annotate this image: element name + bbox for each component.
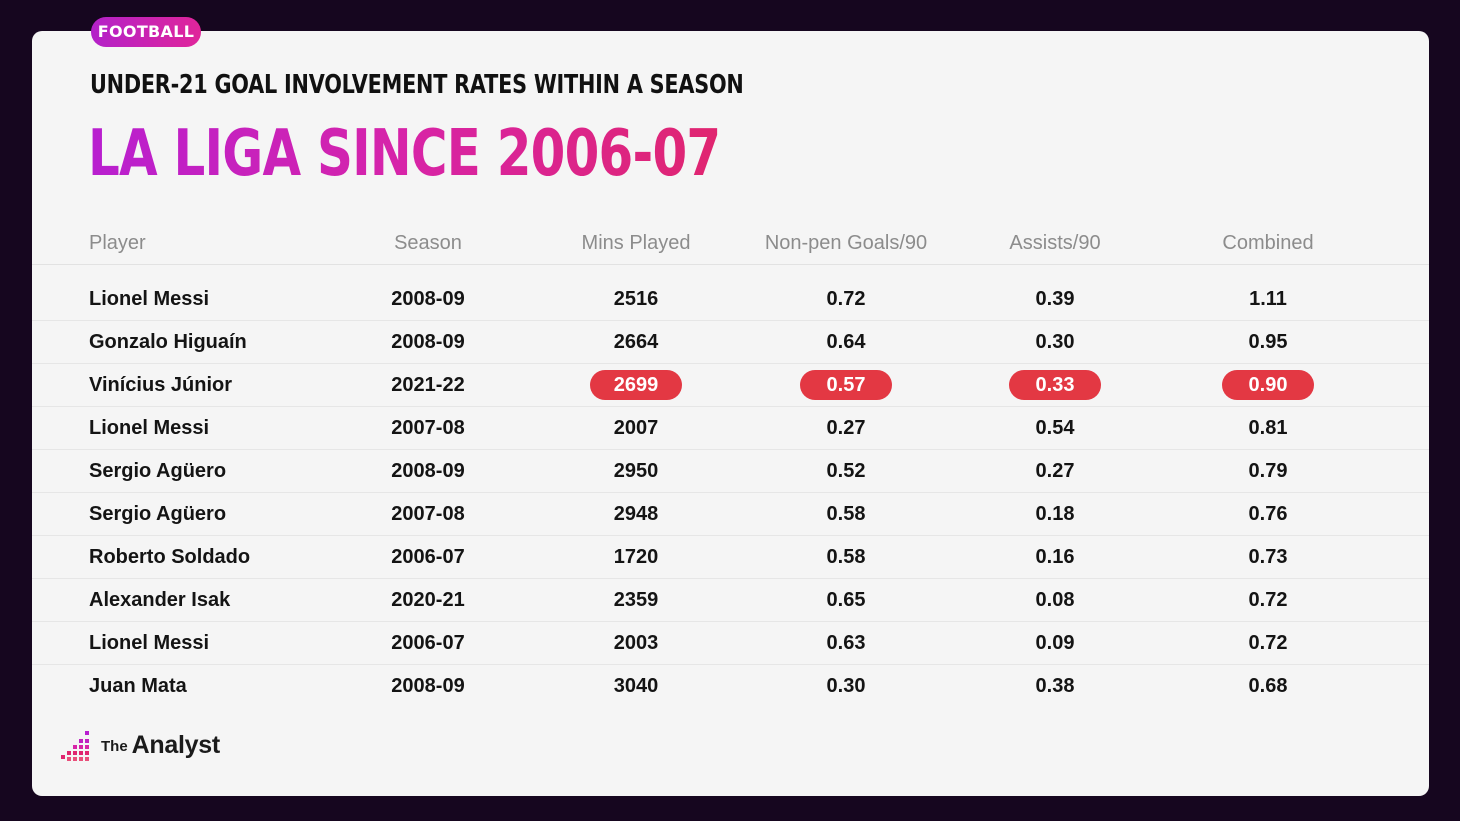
cell-non-pen-goals: 0.58 xyxy=(826,503,866,525)
cell-player: Sergio Agüero xyxy=(89,460,227,482)
cell-assists: 0.39 xyxy=(1035,288,1075,310)
logo-text-the: The xyxy=(101,737,128,755)
cell-non-pen-goals: 0.65 xyxy=(826,589,866,611)
highlight-pill: 0.57 xyxy=(800,370,892,400)
cell-season: 2021-22 xyxy=(391,374,465,396)
cell-non-pen-goals: 0.64 xyxy=(826,331,866,353)
cell-season: 2007-08 xyxy=(391,503,465,525)
cell-season: 2006-07 xyxy=(391,546,465,568)
cell-combined: 0.68 xyxy=(1248,675,1288,697)
cell-mins-played: 2359 xyxy=(613,589,659,611)
analyst-logo: The Analyst xyxy=(60,727,220,763)
cell-assists: 0.16 xyxy=(1035,546,1075,568)
cell-non-pen-goals: 0.72 xyxy=(826,288,866,310)
column-header-combined: Combined xyxy=(1222,232,1314,254)
table-row: Sergio Agüero 2008-09 2950 0.52 0.27 0.79 xyxy=(32,450,1429,493)
table-header: Player Season Mins Played Non-pen Goals/… xyxy=(32,224,1429,265)
table-row: Juan Mata 2008-09 3040 0.30 0.38 0.68 xyxy=(32,665,1429,707)
cell-combined: 0.81 xyxy=(1248,417,1288,439)
cell-mins-played: 2664 xyxy=(613,331,659,353)
analyst-logo-icon xyxy=(61,731,89,761)
cell-season: 2006-07 xyxy=(391,632,465,654)
category-tag: FOOTBALL xyxy=(91,17,201,47)
chart-subtitle: UNDER-21 GOAL INVOLVEMENT RATES WITHIN A… xyxy=(90,70,744,100)
table-row: Vinícius Júnior 2021-22 2699 0.57 0.33 0.90 xyxy=(32,364,1429,407)
cell-player: Lionel Messi xyxy=(89,417,210,439)
table-row: Lionel Messi 2006-07 2003 0.63 0.09 0.72 xyxy=(32,622,1429,665)
cell-combined: 0.79 xyxy=(1248,460,1288,482)
cell-season: 2008-09 xyxy=(391,288,465,310)
cell-assists: 0.54 xyxy=(1035,417,1075,439)
cell-mins-played: 1720 xyxy=(613,546,659,568)
cell-player: Sergio Agüero xyxy=(89,503,227,525)
column-header-non-pen-goals: Non-pen Goals/90 xyxy=(764,232,928,254)
table-row: Lionel Messi 2007-08 2007 0.27 0.54 0.81 xyxy=(32,407,1429,450)
cell-assists: 0.33 xyxy=(1009,364,1101,406)
table-row: Gonzalo Higuaín 2008-09 2664 0.64 0.30 0.95 xyxy=(32,321,1429,364)
cell-non-pen-goals: 0.30 xyxy=(826,675,866,697)
cell-combined: 0.76 xyxy=(1248,503,1288,525)
column-header-mins-played: Mins Played xyxy=(581,232,691,254)
column-header-season: Season xyxy=(394,232,462,254)
cell-player: Juan Mata xyxy=(89,675,187,697)
cell-player: Alexander Isak xyxy=(89,589,231,611)
cell-mins-played: 2516 xyxy=(613,288,659,310)
table-body: Lionel Messi 2008-09 2516 0.72 0.39 1.11 Gonza… xyxy=(32,278,1429,707)
cell-player: Gonzalo Higuaín xyxy=(89,331,247,353)
cell-season: 2007-08 xyxy=(391,417,465,439)
table-card xyxy=(32,31,1429,796)
table-row: Lionel Messi 2008-09 2516 0.72 0.39 1.11 xyxy=(32,278,1429,321)
cell-assists: 0.27 xyxy=(1035,460,1075,482)
cell-assists: 0.30 xyxy=(1035,331,1075,353)
highlight-pill: 0.33 xyxy=(1009,370,1101,400)
cell-mins-played: 2003 xyxy=(613,632,659,654)
cell-combined: 0.72 xyxy=(1248,589,1288,611)
cell-non-pen-goals: 0.58 xyxy=(826,546,866,568)
cell-combined: 1.11 xyxy=(1249,288,1287,310)
cell-mins-played: 2007 xyxy=(613,417,659,439)
cell-non-pen-goals: 0.57 xyxy=(800,364,892,406)
cell-combined: 0.72 xyxy=(1248,632,1288,654)
chart-title: LA LIGA SINCE 2006-07 xyxy=(88,117,721,191)
cell-player: Vinícius Júnior xyxy=(89,374,232,396)
cell-mins-played: 2948 xyxy=(613,503,659,525)
logo-text-analyst: Analyst xyxy=(131,730,221,759)
cell-player: Roberto Soldado xyxy=(89,546,251,568)
cell-combined: 0.90 xyxy=(1222,364,1314,406)
column-header-assists: Assists/90 xyxy=(1009,232,1101,254)
table-row: Roberto Soldado 2006-07 1720 0.58 0.16 0.73 xyxy=(32,536,1429,579)
table-row: Sergio Agüero 2007-08 2948 0.58 0.18 0.76 xyxy=(32,493,1429,536)
cell-mins-played: 2699 xyxy=(590,364,682,406)
cell-combined: 0.73 xyxy=(1248,546,1288,568)
cell-player: Lionel Messi xyxy=(89,632,210,654)
cell-season: 2008-09 xyxy=(391,460,465,482)
column-header-player: Player xyxy=(89,232,146,254)
table-row: Alexander Isak 2020-21 2359 0.65 0.08 0.72 xyxy=(32,579,1429,622)
cell-season: 2008-09 xyxy=(391,331,465,353)
cell-assists: 0.09 xyxy=(1035,632,1075,654)
cell-assists: 0.08 xyxy=(1035,589,1075,611)
cell-season: 2008-09 xyxy=(391,675,465,697)
cell-player: Lionel Messi xyxy=(89,288,210,310)
cell-non-pen-goals: 0.52 xyxy=(826,460,866,482)
highlight-pill: 2699 xyxy=(590,370,682,400)
cell-non-pen-goals: 0.27 xyxy=(826,417,866,439)
cell-non-pen-goals: 0.63 xyxy=(826,632,866,654)
cell-assists: 0.18 xyxy=(1035,503,1075,525)
cell-season: 2020-21 xyxy=(391,589,465,611)
cell-combined: 0.95 xyxy=(1248,331,1288,353)
cell-mins-played: 3040 xyxy=(613,675,659,697)
cell-mins-played: 2950 xyxy=(613,460,659,482)
cell-assists: 0.38 xyxy=(1035,675,1075,697)
highlight-pill: 0.90 xyxy=(1222,370,1314,400)
